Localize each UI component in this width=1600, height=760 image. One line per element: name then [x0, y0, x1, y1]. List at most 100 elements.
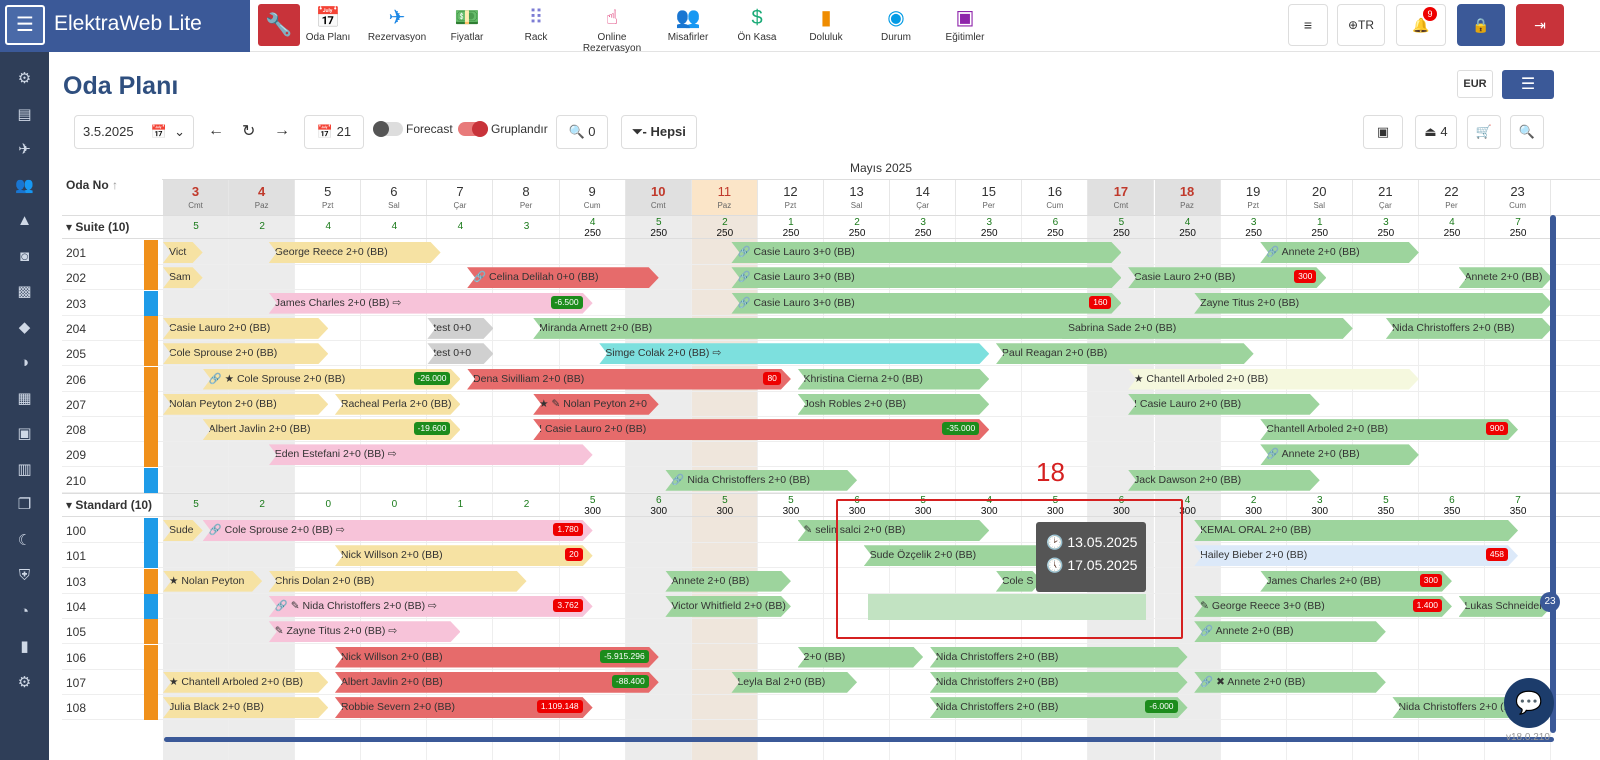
reservation-bar[interactable]: Albert Javlin 2+0 (BB) -19.600 — [203, 419, 461, 440]
reservation-bar[interactable]: Chantell Arboled 2+0 (BB) 900 — [1260, 419, 1518, 440]
online-users-badge[interactable]: 23 — [1540, 592, 1560, 612]
reservation-bar[interactable]: Miranda Arnett 2+0 (BB) — [533, 318, 1088, 339]
reservation-bar[interactable]: Eden Estefani 2+0 (BB) ⇨ — [269, 444, 593, 465]
room-status-indicator[interactable] — [144, 568, 158, 594]
date-icon[interactable]: ▣ — [17, 425, 32, 442]
room-group-header[interactable]: ▾ Standard (10) 5 2 0 0 1 2 5 300 6 300 5 300 5 300 6 30… — [62, 493, 1600, 517]
day-header[interactable]: 6 Sal — [361, 180, 428, 215]
day-header[interactable]: 14 Çar — [890, 180, 957, 215]
pie-icon[interactable]: ◑ — [19, 354, 30, 371]
reservation-bar[interactable]: 🔗 Annete 2+0 (BB) — [1194, 621, 1386, 642]
reservation-bar[interactable]: Julia Black 2+0 (BB) — [163, 697, 328, 718]
day-header[interactable]: 17 Cmt — [1088, 180, 1155, 215]
day-header[interactable]: 23 Cum — [1485, 180, 1552, 215]
day-header[interactable]: 9 Cum — [560, 180, 626, 215]
room-number[interactable]: 209 — [66, 448, 87, 463]
reservation-bar[interactable]: Sude Özçelik 2+0 (BB) — [864, 545, 1056, 566]
nav-6[interactable]: $ Ön Kasa — [717, 4, 797, 43]
box-icon[interactable]: ◆ — [18, 318, 31, 336]
day-header[interactable]: 5 Pzt — [295, 180, 362, 215]
room-number[interactable]: 206 — [66, 372, 87, 387]
refresh-button[interactable]: ↻ — [242, 123, 256, 140]
reservation-bar[interactable]: Chris Dolan 2+0 (BB) — [269, 571, 527, 592]
room-number[interactable]: 106 — [66, 650, 87, 665]
room-number[interactable]: 100 — [66, 524, 87, 538]
next-arrow-button[interactable]: → — [274, 122, 290, 139]
reservation-bar[interactable]: Cole S — [996, 571, 1042, 592]
reservation-bar[interactable]: 🔗 ✎ Nida Christoffers 2+0 (BB) ⇨ 3.762 — [269, 596, 593, 617]
reservation-bar[interactable]: 🔗 Annete 2+0 (BB) — [1260, 444, 1419, 465]
beds-button[interactable]: ⏏ 4 — [1415, 115, 1457, 149]
day-header[interactable]: 16 Cum — [1022, 180, 1089, 215]
day-header[interactable]: 15 Per — [956, 180, 1023, 215]
reservation-bar[interactable]: ! Casie Lauro 2+0 (BB) — [1128, 394, 1320, 415]
nav-1[interactable]: ✈ Rezervasyon — [357, 4, 437, 43]
reservation-bar[interactable]: 🔗 Celina Delilah 0+0 (BB) — [467, 267, 659, 288]
reservation-bar[interactable]: Nick Willson 2+0 (BB) -5.915.296 — [335, 647, 659, 668]
room-group-header[interactable]: ▾ Suite (10) 5 2 4 4 4 3 4 250 5 250 2 250 1 250 2 250 3 2… — [62, 215, 1600, 239]
calendar-alt-icon[interactable]: ▥ — [17, 460, 32, 478]
room-status-indicator[interactable] — [144, 366, 158, 392]
reservation-bar[interactable]: Leyla Bal 2+0 (BB) — [731, 672, 857, 693]
nav-5[interactable]: 👥 Misafirler — [648, 4, 728, 43]
reservation-bar[interactable]: Zayne Titus 2+0 (BB) — [1194, 293, 1552, 314]
reservation-bar[interactable]: Nida Christoffers 2+0 (BB) — [930, 647, 1188, 668]
reservation-bar[interactable]: Casie Lauro 2+0 (BB) 300 — [1128, 267, 1326, 288]
reservation-bar[interactable]: Vict — [163, 242, 203, 263]
room-number[interactable]: 103 — [66, 574, 87, 589]
currency-button[interactable]: EUR — [1457, 70, 1493, 98]
day-header[interactable]: 18 Paz — [1154, 180, 1221, 215]
reservation-bar[interactable]: 🔗 Nida Christoffers 2+0 (BB) — [665, 470, 857, 491]
sidebar-toggle-button[interactable]: ☰ — [5, 5, 45, 45]
room-status-indicator[interactable] — [144, 467, 158, 493]
reservation-bar[interactable]: Sabrina Sade 2+0 (BB) — [1062, 318, 1353, 339]
reservation-bar[interactable]: Robbie Severn 2+0 (BB) 1.109.148 — [335, 697, 593, 718]
room-status-indicator[interactable] — [144, 695, 158, 721]
room-number[interactable]: 101 — [66, 549, 87, 564]
reservation-bar[interactable]: Cole Sprouse 2+0 (BB) — [163, 343, 328, 364]
nav-2[interactable]: 💵 Fiyatlar — [427, 4, 507, 43]
reservation-bar[interactable]: 🔗 Casie Lauro 3+0 (BB) — [731, 242, 1121, 263]
room-status-indicator[interactable] — [144, 442, 158, 468]
filter-menu-button[interactable]: ≡ — [1288, 4, 1328, 46]
nav-4[interactable]: ☝ Online Rezervasyon — [572, 4, 652, 54]
hamburger-menu-button[interactable]: ☰ — [1502, 70, 1554, 99]
money-icon[interactable]: ◙ — [19, 247, 30, 265]
day-header[interactable]: 22 Per — [1419, 180, 1485, 215]
vertical-scrollbar[interactable] — [1550, 215, 1556, 733]
room-status-indicator[interactable] — [144, 518, 158, 543]
room-status-indicator[interactable] — [144, 593, 158, 619]
reservation-bar[interactable]: Dena Sivilliam 2+0 (BB) 80 — [467, 369, 791, 390]
reservation-bar[interactable]: Hailey Bieber 2+0 (BB) 458 — [1194, 545, 1518, 566]
room-number-header[interactable]: Oda No ↑ — [66, 178, 118, 192]
reservation-bar[interactable]: 🔗 Casie Lauro 3+0 (BB) 160 — [731, 293, 1121, 314]
reservation-bar[interactable]: Sam — [163, 267, 203, 288]
language-button[interactable]: ⊕TR — [1337, 4, 1385, 46]
reservation-bar[interactable]: Racheal Perla 2+0 (BB) — [335, 394, 461, 415]
group-toggle[interactable] — [458, 121, 488, 137]
day-header[interactable]: 10 Cmt — [625, 180, 692, 215]
day-header[interactable]: 4 Paz — [229, 180, 296, 215]
reservation-bar[interactable]: test 0+0 — [427, 318, 493, 339]
room-number[interactable]: 107 — [66, 675, 87, 690]
table-icon[interactable]: ▦ — [17, 389, 32, 407]
filter-button[interactable]: ⏷- Hepsi — [621, 115, 697, 149]
reservation-bar[interactable]: ! Casie Lauro 2+0 (BB) -35.000 — [533, 419, 989, 440]
reservation-bar[interactable]: ✎ Zayne Titus 2+0 (BB) ⇨ — [269, 621, 461, 642]
reservation-bar[interactable]: 🔗 ★ Cole Sprouse 2+0 (BB) -26.000 — [203, 369, 461, 390]
reservation-bar[interactable]: ★ Chantell Arboled 2+0 (BB) — [1128, 369, 1419, 390]
reservation-bar[interactable]: 🔗 Annete 2+0 (BB) — [1260, 242, 1419, 263]
reservation-bar[interactable]: Sude — [163, 520, 203, 541]
reservation-bar[interactable]: Nida Christoffers 2+0 (BB) -6.000 — [930, 697, 1188, 718]
day-header[interactable]: 8 Per — [494, 180, 560, 215]
reservation-bar[interactable]: Albert Javlin 2+0 (BB) -88.400 — [335, 672, 659, 693]
cart-button[interactable]: 🛒 — [1467, 115, 1501, 149]
book-icon[interactable]: ▮ — [20, 638, 29, 655]
day-header[interactable]: 13 Sal — [824, 180, 891, 215]
chart-icon[interactable]: ◔ — [19, 602, 30, 620]
nav-7[interactable]: ▮ Doluluk — [786, 4, 866, 43]
date-picker[interactable]: 3.5.2025 📅 ⌄ — [74, 115, 194, 149]
room-number[interactable]: 207 — [66, 397, 87, 412]
room-status-indicator[interactable] — [144, 619, 158, 645]
room-status-indicator[interactable] — [144, 240, 158, 265]
